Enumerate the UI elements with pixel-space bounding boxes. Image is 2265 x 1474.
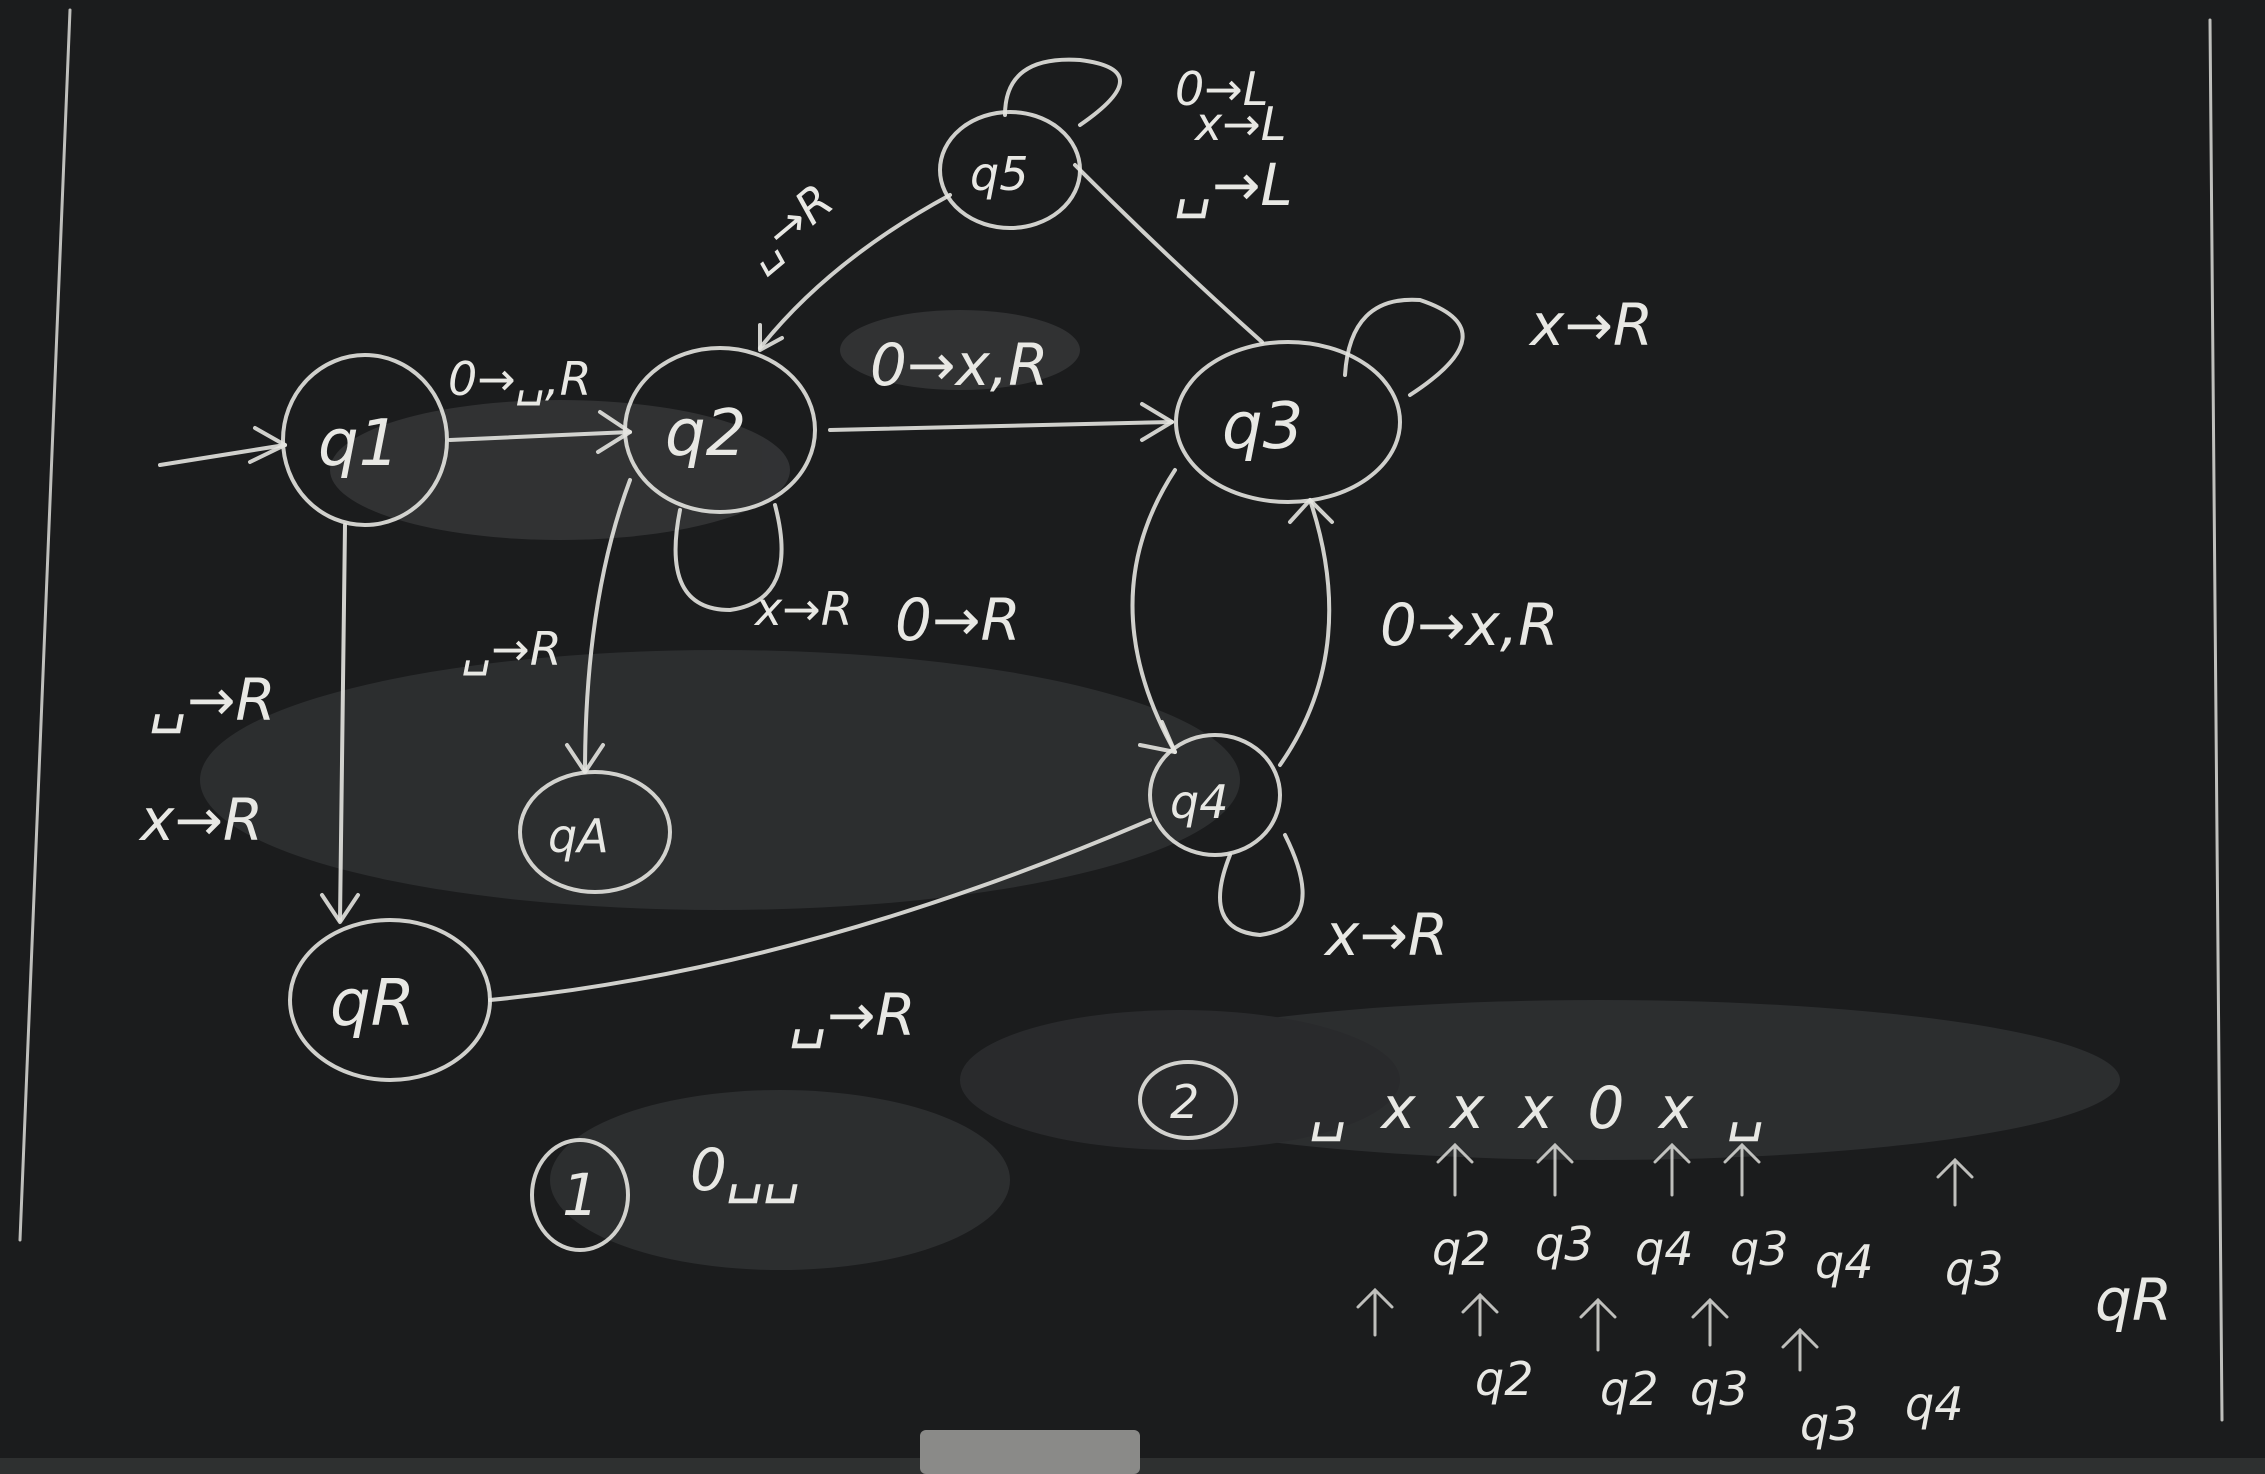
label-q4-qR: ␣→R <box>790 981 916 1049</box>
example-1-circle <box>530 1138 630 1252</box>
loop-q5 <box>1003 57 1122 127</box>
trace1-item: q2 <box>1432 1222 1490 1276</box>
state-q3-label: q3 <box>1222 390 1303 464</box>
state-q2-label: q2 <box>665 397 746 471</box>
state-q4-circle <box>1148 733 1282 857</box>
edge-q4-q3 <box>1278 498 1332 767</box>
trace1-item: qR <box>2095 1266 2172 1334</box>
label-q2-q3: 0→x,R <box>870 331 1049 399</box>
trace-row-2: q2 q2 q3 q3 q4 <box>1475 1352 1963 1451</box>
example-2-circle <box>1138 1060 1238 1140</box>
edge-q5-q3 <box>1073 163 1264 344</box>
trace1-item: q4 <box>1815 1235 1873 1289</box>
state-qA-label: qA <box>548 809 609 863</box>
label-q5-loop-c: ␣→L <box>1175 151 1293 219</box>
label-q5-loop-b: x→L <box>1193 97 1286 151</box>
trace2-item: q3 <box>1690 1362 1748 1416</box>
start-arrow <box>158 443 287 467</box>
loop-q4 <box>1218 833 1305 937</box>
loop-q2 <box>673 503 784 612</box>
state-q4-label: q4 <box>1170 775 1228 829</box>
example-2-number: 2 <box>1170 1075 1199 1129</box>
trace2-item: q2 <box>1475 1352 1533 1406</box>
trace2-item: q3 <box>1800 1397 1858 1451</box>
example-1-tape: 0␣␣ <box>690 1136 801 1204</box>
state-qR-label: qR <box>330 967 415 1041</box>
state-q5-label: q5 <box>970 147 1028 201</box>
edge-q2-q3 <box>828 420 1174 432</box>
example-1-number: 1 <box>562 1161 599 1229</box>
trace-row-1: q2 q3 q4 q3 q4 q3 qR <box>1432 1217 2172 1334</box>
edges <box>158 57 1465 1002</box>
label-q4-q3: 0→x,R <box>1380 591 1559 659</box>
edge-q1-qR <box>338 523 347 922</box>
state-q3-circle <box>1174 340 1402 504</box>
board-edge-left <box>18 8 72 1242</box>
trace1-item: q4 <box>1635 1222 1693 1276</box>
state-q1-label: q1 <box>318 407 399 481</box>
label-q1-qR-a: ␣→R <box>150 666 276 734</box>
head-arrows <box>1356 1142 1974 1372</box>
trace1-item: q3 <box>1945 1242 2003 1296</box>
label-q2-loop: x→R <box>753 582 853 636</box>
label-q3-loop: x→R <box>1528 291 1653 359</box>
edge-q3-q4 <box>1130 468 1177 754</box>
label-q2-qA: ␣→R <box>462 622 562 676</box>
trace1-item: q3 <box>1535 1217 1593 1271</box>
loop-q3 <box>1343 297 1465 397</box>
label-q4-loop: x→R <box>1323 901 1448 969</box>
state-qA-circle <box>518 770 672 894</box>
label-q5-loop-a: 0→L <box>1175 62 1268 116</box>
board-edge-right <box>2208 18 2224 1422</box>
label-q1-q2: 0→␣,R <box>448 352 592 406</box>
example-2-tape: ␣ x x x 0 x ␣ <box>1310 1074 1772 1142</box>
trace2-item: q2 <box>1600 1362 1658 1416</box>
eraser <box>920 1430 1140 1474</box>
edge-q4-qR <box>488 818 1152 1002</box>
edge-q5-q2 <box>758 193 952 350</box>
state-q1-circle <box>281 353 449 527</box>
label-q3-q4: 0→R <box>895 586 1021 654</box>
label-q1-qR-b: x→R <box>138 786 263 854</box>
eraser-smudges <box>200 310 2120 1270</box>
edge-q1-q2 <box>448 430 632 442</box>
edge-q2-qA <box>583 478 632 774</box>
trace1-item: q3 <box>1730 1222 1788 1276</box>
trace2-item: q4 <box>1905 1377 1963 1431</box>
